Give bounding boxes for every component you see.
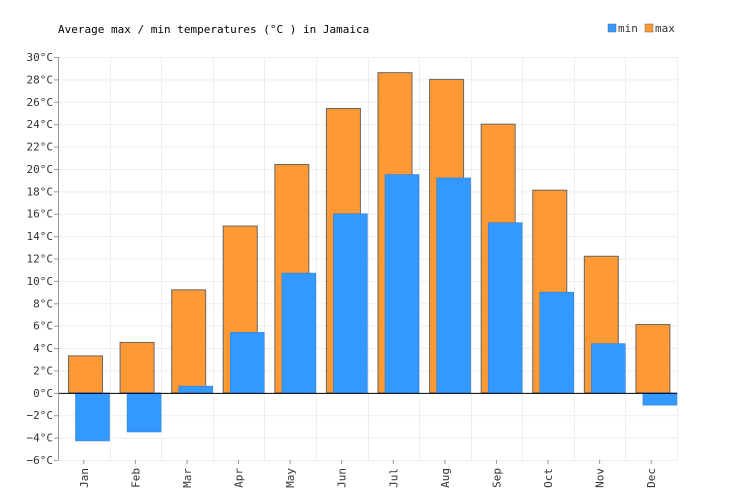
y-tick-label: 12°C: [27, 253, 54, 266]
x-tick-label: Mar: [181, 468, 194, 488]
bar-min-feb: [126, 392, 162, 433]
x-tick-label: Apr: [233, 468, 246, 488]
bar-max-feb: [119, 341, 155, 394]
x-tick-label: Oct: [542, 468, 555, 488]
bar-min-jun: [333, 213, 368, 394]
y-tick-label: 20°C: [27, 163, 54, 176]
bar-min-nov: [591, 343, 626, 394]
x-tick-label: May: [284, 468, 297, 488]
y-tick-label: 24°C: [27, 118, 54, 131]
chart-title: Average max / min temperatures (°C ) in …: [58, 23, 369, 36]
y-tick-label: 16°C: [27, 208, 54, 221]
y-tick-label: 2°C: [33, 364, 53, 377]
bar-min-dec: [642, 392, 678, 406]
bar-max-mar: [171, 289, 207, 394]
x-axis-ticks: Jan Feb Mar Apr May Jun Jul Aug Sep Oct Nov Dec: [78, 460, 658, 488]
x-tick-label: Jul: [387, 468, 400, 488]
x-tick-label: Dec: [645, 468, 658, 488]
x-tick-label: Jun: [336, 468, 349, 488]
y-axis-ticks: −6°C −4°C −2°C 0°C 2°C 4°C 6°C 8°C 10°C 12°C 14°C 1…: [27, 51, 58, 467]
bar-min-aug: [436, 177, 471, 394]
legend-label-min: min: [618, 22, 638, 35]
y-tick-label: 28°C: [27, 73, 54, 86]
y-tick-label: 0°C: [33, 387, 53, 400]
y-tick-label: 30°C: [27, 51, 54, 64]
y-tick-label: 10°C: [27, 275, 54, 288]
bar-min-jul: [384, 174, 420, 394]
bar-max-dec: [635, 324, 671, 394]
x-tick-label: Jan: [78, 468, 91, 488]
y-tick-label: 14°C: [27, 230, 54, 243]
min-series: [75, 174, 678, 442]
y-tick-label: −6°C: [27, 454, 54, 467]
x-tick-label: Nov: [594, 468, 607, 488]
y-tick-label: 18°C: [27, 185, 54, 198]
legend-label-max: max: [655, 22, 675, 35]
bar-min-apr: [230, 332, 265, 394]
bar-min-may: [281, 272, 317, 394]
y-tick-label: 26°C: [27, 96, 54, 109]
x-tick-label: Aug: [439, 468, 452, 488]
legend-swatch-min: [607, 23, 617, 33]
legend-swatch-max: [644, 23, 654, 33]
bar-min-oct: [539, 291, 574, 394]
bar-min-jan: [75, 392, 110, 442]
y-tick-label: 4°C: [33, 342, 53, 355]
y-tick-label: −2°C: [27, 409, 54, 422]
y-tick-label: 8°C: [33, 297, 53, 310]
y-tick-label: −4°C: [27, 432, 54, 445]
chart-legend: min max: [607, 22, 675, 35]
bar-max-jan: [68, 355, 103, 394]
bar-min-mar: [178, 385, 213, 394]
y-tick-label: 6°C: [33, 320, 53, 333]
y-tick-label: 22°C: [27, 141, 54, 154]
chart-axes: [58, 57, 677, 460]
bar-min-sep: [487, 222, 523, 394]
x-tick-label: Feb: [129, 468, 142, 488]
x-tick-label: Sep: [490, 468, 503, 488]
